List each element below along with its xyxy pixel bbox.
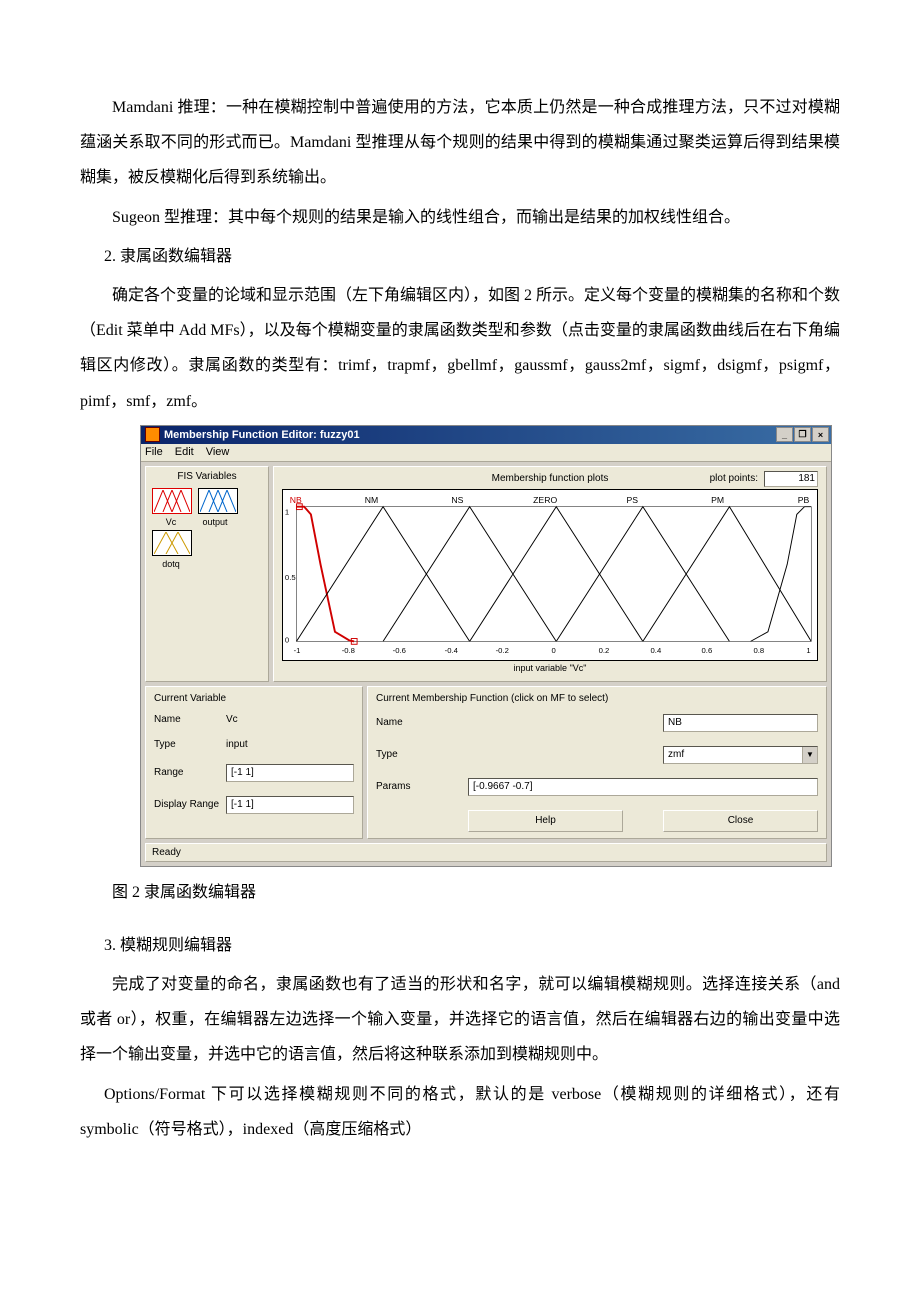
- figure-caption: 图 2 隶属函数编辑器: [80, 875, 840, 910]
- mf-label: NM: [365, 495, 378, 505]
- cv-name-value: Vc: [226, 714, 354, 725]
- var-output-label: output: [196, 517, 234, 527]
- mf-label: PM: [711, 495, 724, 505]
- cm-type-select[interactable]: zmf▼: [663, 746, 818, 764]
- menu-bar: File Edit View: [141, 444, 831, 462]
- cv-disprange-label: Display Range: [154, 799, 226, 810]
- menu-view[interactable]: View: [206, 446, 230, 458]
- document-page: Mamdani 推理：一种在模糊控制中普遍使用的方法，它本质上仍然是一种合成推理…: [0, 0, 920, 1231]
- mf-curve: [383, 506, 556, 641]
- menu-edit[interactable]: Edit: [175, 446, 194, 458]
- mf-curve-nb: [296, 506, 354, 641]
- mf-plots-title: Membership function plots: [492, 473, 609, 484]
- plot-panel: Membership function plots plot points: N…: [273, 466, 827, 682]
- maximize-button[interactable]: ❐: [794, 427, 811, 442]
- cm-params-label: Params: [376, 781, 428, 792]
- plot-points-input[interactable]: [764, 471, 818, 487]
- matlab-icon: [145, 427, 160, 442]
- cm-title: Current Membership Function (click on MF…: [376, 693, 818, 704]
- mf-curve: [751, 506, 812, 641]
- y-tick: 1: [285, 507, 289, 516]
- mf-label: PS: [626, 495, 638, 505]
- heading: 3. 模糊规则编辑器: [80, 928, 840, 963]
- svg-text:0.6: 0.6: [702, 646, 713, 655]
- x-ticks: -1 -0.8 -0.6 -0.4 -0.2 0 0.2 0.4 0.6 0.8: [294, 646, 811, 655]
- cv-disprange-input[interactable]: [-1 1]: [226, 796, 354, 814]
- close-button-panel[interactable]: Close: [663, 810, 818, 832]
- cv-range-label: Range: [154, 767, 226, 778]
- cv-type-value: input: [226, 739, 354, 750]
- paragraph: 完成了对变量的命名，隶属函数也有了适当的形状和名字，就可以编辑模糊规则。选择连接…: [80, 967, 840, 1073]
- mf-label: ZERO: [533, 495, 557, 505]
- svg-text:-0.8: -0.8: [342, 646, 355, 655]
- var-output-icon[interactable]: [198, 488, 238, 514]
- current-variable-panel: Current Variable Name Vc Type input Rang…: [145, 686, 363, 839]
- mf-curve: [643, 506, 811, 641]
- var-dotq-icon[interactable]: [152, 530, 192, 556]
- paragraph: Sugeon 型推理：其中每个规则的结果是输入的线性组合，而输出是结果的加权线性…: [80, 200, 840, 235]
- y-tick: 0.5: [285, 572, 296, 581]
- mf-plot[interactable]: NB NM NS ZERO PS PM PB 0 0.5 1: [282, 489, 818, 661]
- mf-label: PB: [798, 495, 810, 505]
- svg-text:0.8: 0.8: [753, 646, 764, 655]
- var-vc-icon[interactable]: [152, 488, 192, 514]
- cm-params-input[interactable]: [-0.9667 -0.7]: [468, 778, 818, 796]
- paragraph: 确定各个变量的论域和显示范围（左下角编辑区内），如图 2 所示。定义每个变量的模…: [80, 278, 840, 419]
- svg-text:0.4: 0.4: [651, 646, 662, 655]
- cv-range-input[interactable]: [-1 1]: [226, 764, 354, 782]
- paragraph: Options/Format 下可以选择模糊规则不同的格式，默认的是 verbo…: [80, 1077, 840, 1147]
- status-bar: Ready: [145, 843, 827, 862]
- menu-file[interactable]: File: [145, 446, 163, 458]
- mf-editor-window: Membership Function Editor: fuzzy01 _ ❐ …: [140, 425, 832, 867]
- minimize-button[interactable]: _: [776, 427, 793, 442]
- cm-name-label: Name: [376, 717, 428, 728]
- var-dotq-label: dotq: [152, 559, 190, 569]
- fis-title: FIS Variables: [148, 471, 266, 482]
- paragraph: Mamdani 推理：一种在模糊控制中普遍使用的方法，它本质上仍然是一种合成推理…: [80, 90, 840, 196]
- cm-name-input[interactable]: NB: [663, 714, 818, 732]
- fis-variables-panel: FIS Variables Vc output: [145, 466, 269, 682]
- mf-curve: [556, 506, 729, 641]
- chevron-down-icon: ▼: [802, 747, 817, 763]
- cv-name-label: Name: [154, 714, 226, 725]
- plot-points-label: plot points:: [710, 473, 758, 484]
- cv-title: Current Variable: [154, 693, 354, 704]
- svg-text:1: 1: [806, 646, 810, 655]
- cv-type-label: Type: [154, 739, 226, 750]
- y-tick: 0: [285, 635, 289, 644]
- heading: 2. 隶属函数编辑器: [80, 239, 840, 274]
- svg-text:-0.4: -0.4: [445, 646, 459, 655]
- mf-curve: [470, 506, 643, 641]
- window-title: Membership Function Editor: fuzzy01: [164, 429, 776, 441]
- var-vc-label: Vc: [152, 517, 190, 527]
- svg-text:-0.2: -0.2: [496, 646, 509, 655]
- current-mf-panel: Current Membership Function (click on MF…: [367, 686, 827, 839]
- svg-text:-1: -1: [294, 646, 301, 655]
- svg-text:0.2: 0.2: [599, 646, 610, 655]
- close-button[interactable]: ×: [812, 427, 829, 442]
- svg-text:0: 0: [551, 646, 555, 655]
- help-button[interactable]: Help: [468, 810, 623, 832]
- mf-label: NS: [451, 495, 463, 505]
- svg-text:-0.6: -0.6: [393, 646, 406, 655]
- title-bar[interactable]: Membership Function Editor: fuzzy01 _ ❐ …: [141, 426, 831, 444]
- x-axis-caption: input variable "Vc": [282, 663, 818, 673]
- cm-type-label: Type: [376, 749, 428, 760]
